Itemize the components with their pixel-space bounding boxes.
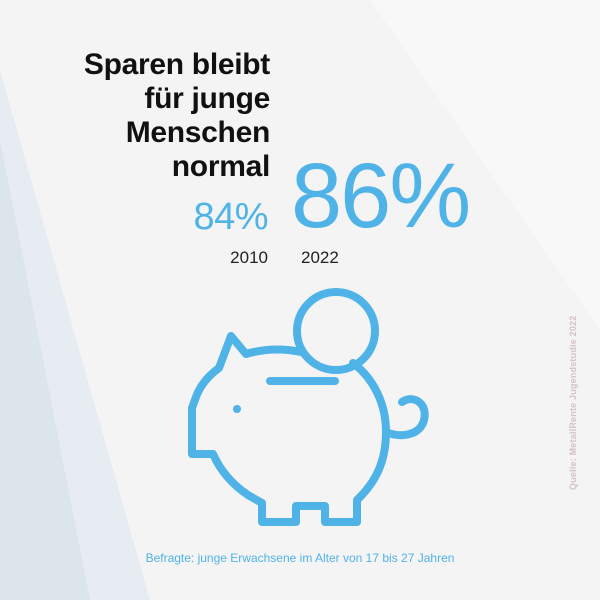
year-2022-label: 2022	[301, 248, 339, 267]
footnote: Befragte: junge Erwachsene im Alter von …	[145, 551, 455, 565]
piggy-bank-tail	[382, 395, 429, 440]
headline: Sparen bleibt für junge Menschen normal	[84, 48, 270, 184]
piggy-bank-body	[188, 332, 390, 526]
percentage-2010: 84%	[193, 196, 268, 238]
coin-icon	[293, 288, 379, 374]
headline-line-2: für junge	[144, 82, 270, 115]
headline-line-3: Menschen	[125, 116, 271, 149]
source-label: Quelle: MetallRente Jugendstudie 2022	[568, 315, 578, 490]
year-2010-label: 2010	[230, 248, 268, 267]
piggy-bank-eye	[233, 405, 241, 413]
percentage-2022: 86%	[291, 145, 471, 247]
headline-line-1: Sparen bleibt	[83, 48, 270, 81]
headline-line-4: normal	[171, 150, 271, 183]
